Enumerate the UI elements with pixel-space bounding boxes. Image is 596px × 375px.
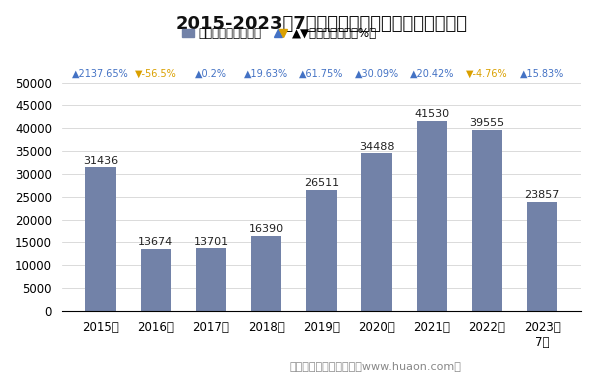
Text: ▲2137.65%: ▲2137.65% bbox=[72, 69, 129, 79]
Bar bbox=[361, 153, 392, 311]
Text: ▼-56.5%: ▼-56.5% bbox=[135, 69, 176, 79]
Text: ▲30.09%: ▲30.09% bbox=[355, 69, 399, 79]
Text: 26511: 26511 bbox=[304, 178, 339, 188]
Text: 16390: 16390 bbox=[249, 224, 284, 234]
Title: 2015-2023年7月郑州商品交易所甲醇期货成交量: 2015-2023年7月郑州商品交易所甲醇期货成交量 bbox=[175, 15, 467, 33]
Bar bbox=[141, 249, 171, 311]
Text: ▲0.2%: ▲0.2% bbox=[195, 69, 227, 79]
Text: 39555: 39555 bbox=[470, 118, 505, 129]
Text: ▼-4.76%: ▼-4.76% bbox=[466, 69, 508, 79]
Bar bbox=[527, 202, 557, 311]
Text: 23857: 23857 bbox=[524, 190, 560, 200]
Text: 13674: 13674 bbox=[138, 237, 173, 247]
Text: 制图：华经产业研究院（www.huaon.com）: 制图：华经产业研究院（www.huaon.com） bbox=[290, 361, 461, 371]
Bar bbox=[85, 167, 116, 311]
Legend: 期货成交量（万手）, ▲▼累计同比增长（%）: 期货成交量（万手）, ▲▼累计同比增长（%） bbox=[182, 27, 377, 40]
Text: ▲61.75%: ▲61.75% bbox=[299, 69, 343, 79]
Bar bbox=[417, 121, 447, 311]
Bar bbox=[306, 190, 337, 311]
Text: 41530: 41530 bbox=[414, 110, 449, 120]
Text: ▲20.42%: ▲20.42% bbox=[409, 69, 454, 79]
Text: 31436: 31436 bbox=[83, 156, 118, 166]
Bar bbox=[472, 130, 502, 311]
Text: 34488: 34488 bbox=[359, 142, 395, 152]
Bar bbox=[195, 248, 226, 311]
Text: ▲19.63%: ▲19.63% bbox=[244, 69, 288, 79]
Text: 13701: 13701 bbox=[193, 237, 228, 247]
Bar bbox=[251, 236, 281, 311]
Text: ▲15.83%: ▲15.83% bbox=[520, 69, 564, 79]
